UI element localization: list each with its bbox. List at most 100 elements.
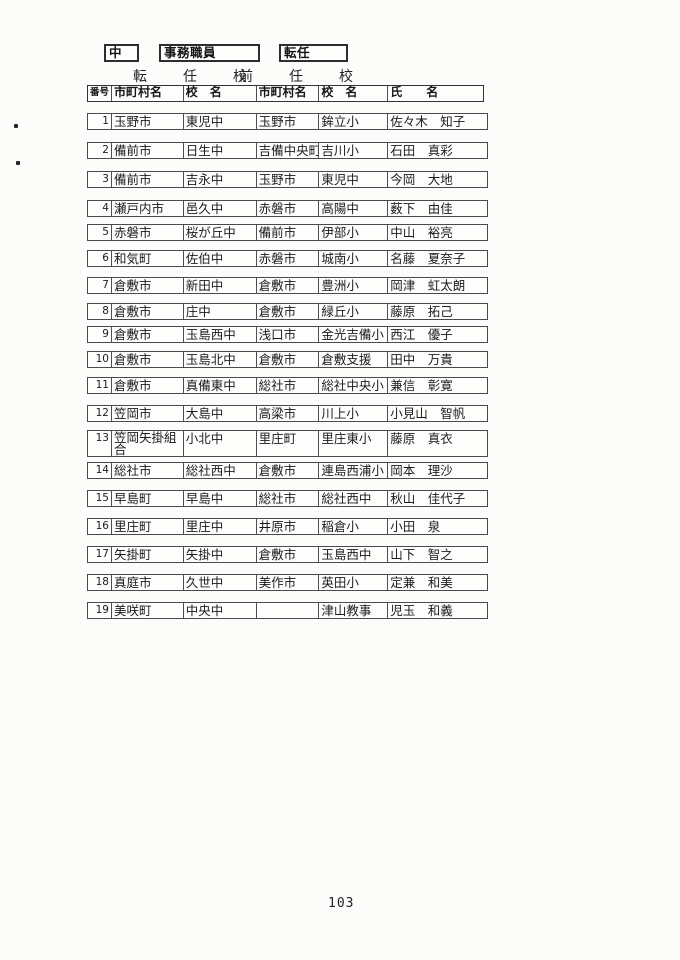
cell-school_prev: 伊部小 [318, 225, 387, 240]
cell-school_new: 東児中 [182, 114, 256, 129]
cell-school_new: 桜が丘中 [182, 225, 256, 240]
cell-school_new: 大島中 [182, 406, 256, 421]
table-row: 5 赤磐市 桜が丘中 備前市 伊部小 中山 裕亮 [87, 224, 488, 241]
page-number: 103 [328, 896, 355, 911]
cell-name: 西江 優子 [387, 327, 487, 342]
cell-school_new: 矢掛中 [182, 547, 256, 562]
cell-school_new: 新田中 [182, 278, 256, 293]
cell-no: 15 [95, 492, 109, 504]
cell-no: 10 [95, 353, 109, 365]
cell-city_new: 玉野市 [110, 114, 183, 129]
cell-school_new: 邑久中 [182, 201, 256, 216]
cell-city_new: 瀬戸内市 [110, 201, 183, 216]
cell-name: 薮下 由佳 [387, 201, 487, 216]
cell-name: 秋山 佳代子 [387, 491, 487, 506]
cell-school_new: 庄中 [182, 304, 256, 319]
cell-city_prev: 赤磐市 [255, 251, 319, 266]
cell-city_prev: 倉敷市 [255, 304, 319, 319]
scan-noise-dot [14, 124, 18, 128]
cell-name: 山下 智之 [387, 547, 487, 562]
cell-school_new: 玉島西中 [182, 327, 256, 342]
cell-city_new: 矢掛町 [110, 547, 183, 562]
cell-school_prev: 英田小 [318, 575, 387, 590]
table-row: 9 倉敷市 玉島西中 浅口市 金光吉備小 西江 優子 [87, 326, 488, 343]
cell-no: 12 [95, 407, 109, 419]
cell-school_new: 玉島北中 [182, 352, 256, 367]
cell-city_prev: 玉野市 [255, 114, 319, 129]
cell-school_prev: 高陽中 [318, 201, 387, 216]
cell-school_new: 佐伯中 [182, 251, 256, 266]
cell-city_new: 早島町 [110, 491, 183, 506]
staff-category-box: 事務職員 [159, 44, 260, 62]
cell-school_prev: 里庄東小 [318, 431, 387, 456]
cell-school_prev: 東児中 [318, 172, 387, 187]
cell-no: 17 [95, 548, 109, 560]
cell-name: 岡津 虹太朗 [387, 278, 487, 293]
cell-school_new: 小北中 [182, 431, 256, 456]
table-row: 14 総社市 総社西中 倉敷市 連島西浦小 岡本 理沙 [87, 462, 488, 479]
cell-city_new: 笠岡矢掛組合 [110, 431, 183, 456]
table-row: 7 倉敷市 新田中 倉敷市 豊洲小 岡津 虹太朗 [87, 277, 488, 294]
cell-school_prev: 倉敷支援 [318, 352, 387, 367]
cell-no: 7 [102, 279, 109, 291]
cell-no: 16 [95, 520, 109, 532]
cell-no: 19 [95, 604, 109, 616]
cell-no: 2 [102, 144, 109, 156]
cell-school_new: 真備東中 [182, 378, 256, 393]
cell-city_prev: 倉敷市 [255, 352, 319, 367]
school-level-box: 中 [104, 44, 139, 62]
table-row: 1 玉野市 東児中 玉野市 鉾立小 佐々木 知子 [87, 113, 488, 130]
cell-city_new: 倉敷市 [110, 378, 183, 393]
cell-city_prev: 赤磐市 [255, 201, 319, 216]
cell-name: 石田 真彩 [387, 143, 487, 158]
cell-school_new: 日生中 [182, 143, 256, 158]
cell-city_new: 倉敷市 [110, 352, 183, 367]
cell-city_prev: 玉野市 [255, 172, 319, 187]
cell-name: 兼信 彰寛 [387, 378, 487, 393]
cell-no: 11 [95, 379, 109, 391]
cell-no: 18 [95, 576, 109, 588]
cell-school_new: 吉永中 [182, 172, 256, 187]
cell-name: 今岡 大地 [387, 172, 487, 187]
table-row: 11 倉敷市 真備東中 総社市 総社中央小 兼信 彰寛 [87, 377, 488, 394]
cell-name: 田中 万貴 [387, 352, 487, 367]
cell-name: 佐々木 知子 [387, 114, 487, 129]
table-row: 17 矢掛町 矢掛中 倉敷市 玉島西中 山下 智之 [87, 546, 488, 563]
scan-noise-dot [16, 161, 20, 165]
cell-school_prev: 津山教事 [318, 603, 387, 618]
cell-city_new: 倉敷市 [110, 278, 183, 293]
table-row: 2 備前市 日生中 吉備中央町 吉川小 石田 真彩 [87, 142, 488, 159]
cell-school_prev: 総社西中 [318, 491, 387, 506]
cell-no: 13 [95, 432, 109, 444]
table-row: 13 笠岡矢掛組合 小北中 里庄町 里庄東小 藤原 真衣 [87, 430, 488, 457]
cell-name: 定兼 和美 [387, 575, 487, 590]
cell-city_new: 笠岡市 [110, 406, 183, 421]
cell-no: 6 [102, 252, 109, 264]
table-row: 10 倉敷市 玉島北中 倉敷市 倉敷支援 田中 万貴 [87, 351, 488, 368]
cell-school_prev: 稲倉小 [318, 519, 387, 534]
cell-city_prev: 吉備中央町 [255, 143, 318, 158]
cell-city_prev: 総社市 [255, 378, 319, 393]
cell-name: 児玉 和義 [387, 603, 487, 618]
table-row: 6 和気町 佐伯中 赤磐市 城南小 名藤 夏奈子 [87, 250, 488, 267]
cell-school_prev: 総社中央小 [318, 378, 387, 393]
cell-city_prev: 高梁市 [255, 406, 319, 421]
cell-city_prev: 里庄町 [255, 431, 319, 456]
column-header-city_new: 市町村名 [110, 86, 183, 101]
table-row: 8 倉敷市 庄中 倉敷市 緑丘小 藤原 拓己 [87, 303, 488, 320]
cell-city_new: 倉敷市 [110, 327, 183, 342]
cell-no: 9 [102, 328, 109, 340]
cell-no: 5 [102, 226, 109, 238]
transfer-type-box: 転任 [279, 44, 348, 62]
cell-city_new: 備前市 [110, 172, 183, 187]
cell-city_new: 美咲町 [110, 603, 183, 618]
cell-city_prev: 浅口市 [255, 327, 319, 342]
cell-city_prev: 井原市 [255, 519, 319, 534]
cell-name: 藤原 拓己 [387, 304, 487, 319]
column-header-school_new: 校 名 [182, 86, 256, 101]
cell-no: 1 [102, 115, 109, 127]
cell-no: 4 [102, 202, 109, 214]
cell-school_new: 総社西中 [182, 463, 256, 478]
cell-no: 8 [102, 305, 109, 317]
